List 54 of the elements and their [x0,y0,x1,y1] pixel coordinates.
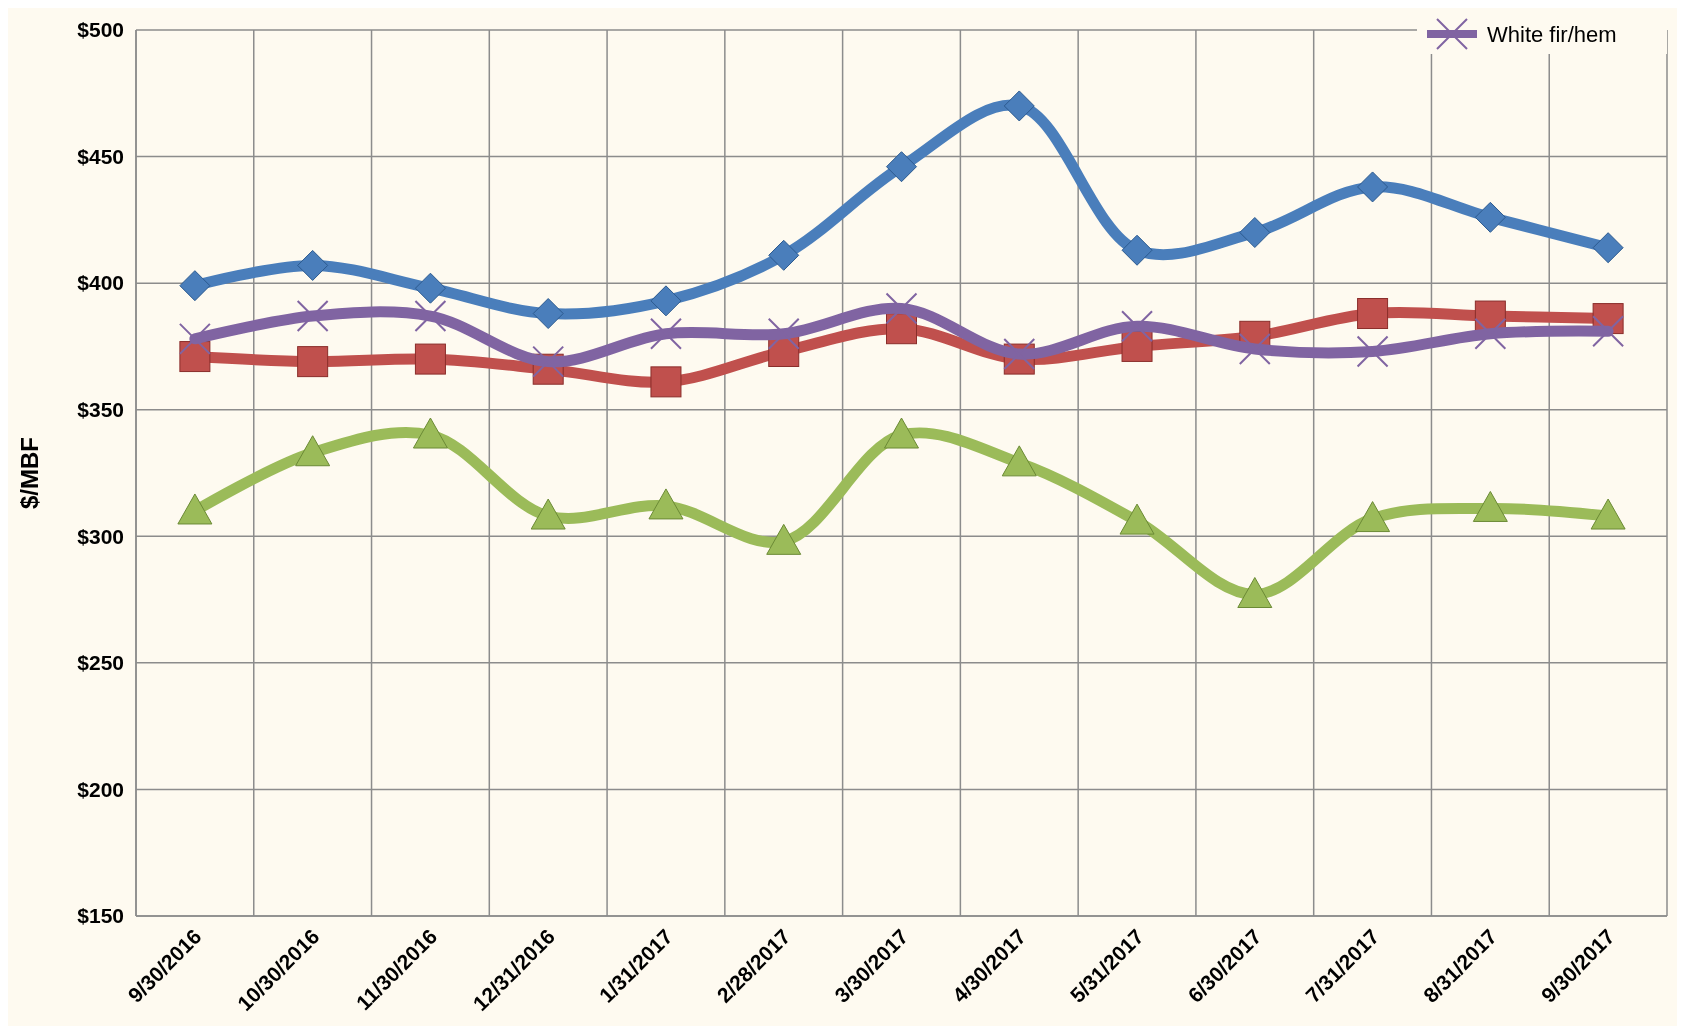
point [1119,503,1155,535]
point [297,249,329,281]
point [1003,90,1035,122]
point [1357,171,1389,203]
point [530,498,566,530]
y-tick-label: $500 [77,18,124,42]
point [414,272,446,304]
point [886,151,917,183]
point [766,523,802,555]
point [532,345,565,378]
y-axis-title: $/MBF [16,437,43,509]
point [1592,315,1625,348]
point [532,298,564,330]
point [1472,490,1508,522]
point [1355,501,1391,533]
point [1474,317,1507,350]
point [179,341,211,373]
y-tick-label: $400 [77,271,124,295]
point [767,317,800,350]
point [1121,330,1153,362]
point [1121,234,1153,266]
point [1121,310,1154,343]
point [1238,332,1271,365]
point [297,346,329,378]
point [1474,201,1506,233]
point [1590,498,1626,530]
y-tick-label: $150 [77,904,124,928]
point [179,270,211,302]
point [885,292,918,325]
point [884,417,919,449]
point [650,366,682,398]
point [414,300,447,333]
point [295,435,331,467]
y-tick-label: $450 [77,144,124,168]
point [649,317,682,350]
point [1357,298,1389,330]
point [1237,577,1273,609]
point [177,493,213,525]
point [650,285,682,317]
point [412,417,448,449]
point [1001,445,1037,477]
legend-label: White fir/hem [1487,21,1617,47]
point [1592,232,1624,264]
point [178,322,211,355]
y-tick-label: $200 [77,777,124,801]
point [1356,335,1389,368]
point [414,343,446,375]
point [648,488,684,520]
y-tick-label: $250 [77,651,124,675]
point [296,300,329,333]
point [1239,217,1271,249]
y-tick-label: $300 [77,524,124,548]
point [768,239,800,271]
y-tick-label: $350 [77,398,124,422]
